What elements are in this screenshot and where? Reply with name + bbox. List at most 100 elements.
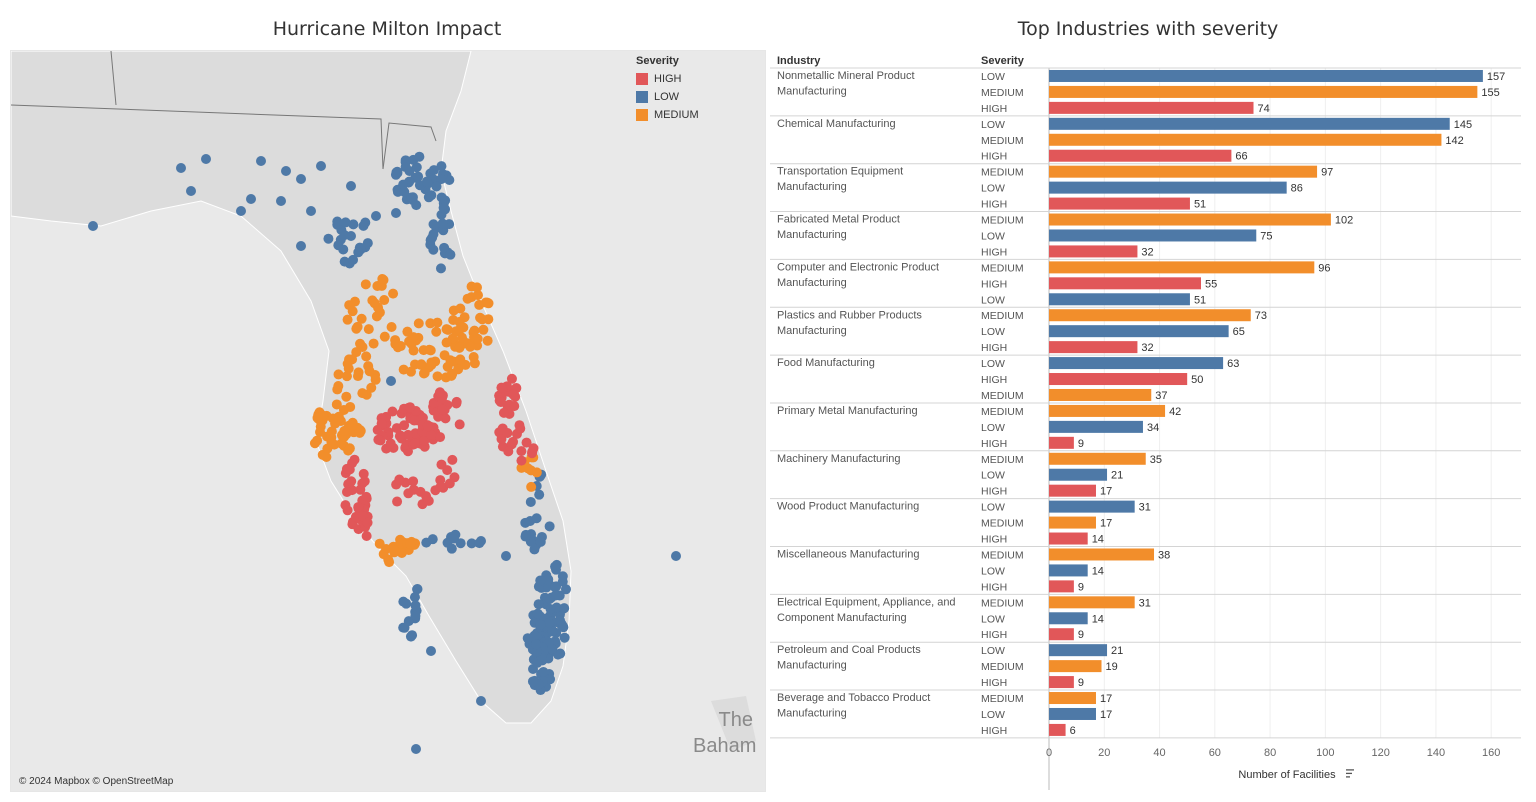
map-point-high [385,438,396,449]
map-point-high [437,404,448,415]
industry-label: Manufacturing [777,181,847,193]
map-point-high [341,463,352,474]
severity-label: MEDIUM [981,406,1024,418]
map-point-medium [374,538,385,549]
state-border [11,104,384,170]
map-point-medium [469,325,480,336]
bar-value-label: 34 [1147,422,1159,434]
bar-low [1049,644,1108,657]
map-point-high [361,491,372,502]
severity-label: LOW [981,565,1005,577]
map-point-low [545,604,556,615]
bar-low [1049,707,1096,720]
state-border [110,51,117,106]
map-panel[interactable]: The Baham Severity HIGH LOW MEDIUM © 202… [10,50,766,792]
map-point-medium [341,391,352,402]
map-point-medium [477,314,488,325]
bar-value-label: 19 [1106,661,1118,673]
bar-value-label: 75 [1260,230,1272,242]
map-point-high [495,397,506,408]
map-point-low [428,165,439,176]
severity-label: HIGH [981,677,1007,689]
map-point-high [447,454,458,465]
legend-label-low: LOW [654,91,680,103]
x-tick-label: 0 [1046,747,1052,759]
map-point-medium [482,335,493,346]
map-point-low [346,181,356,191]
map-point-low [444,175,455,186]
map-point-medium [462,293,473,304]
map-point-high [435,481,446,492]
bar-value-label: 157 [1487,71,1505,83]
map-point-low [557,571,568,582]
map-point-low [558,622,569,633]
map-point-low [176,163,186,173]
place-label-line-1: The [718,709,753,731]
severity-label: MEDIUM [981,454,1024,466]
industry-label: Machinery Manufacturing [777,453,901,465]
legend-item-high[interactable]: HIGH [636,70,699,88]
x-tick-label: 120 [1371,747,1389,759]
industry-label: Electrical Equipment, Appliance, and [777,596,956,608]
map-point-low [544,617,555,628]
map-point-low [391,208,401,218]
bar-value-label: 21 [1111,470,1123,482]
map-point-medium [347,420,358,431]
map-point-medium [447,368,458,379]
bar-low [1049,181,1287,194]
map-attribution: © 2024 Mapbox © OpenStreetMap [19,776,174,787]
bar-high [1049,245,1138,258]
severity-label: HIGH [981,374,1007,386]
bar-high [1049,101,1254,114]
bar-value-label: 50 [1191,374,1203,386]
map-point-low [560,584,571,595]
map-point-medium [363,324,374,335]
map-point-medium [344,443,355,454]
map-point-low [362,238,373,249]
bar-value-label: 31 [1139,502,1151,514]
map-point-low [353,247,364,258]
map-point-low [532,608,543,619]
map-point-medium [431,326,442,337]
map-point-low [501,551,511,561]
severity-label: LOW [981,422,1005,434]
map-point-high [444,478,455,489]
map-point-medium [341,371,352,382]
map-point-low [476,696,486,706]
map-point-low [541,582,552,593]
map-point-low [533,599,544,610]
legend-item-medium[interactable]: MEDIUM [636,106,699,124]
map-point-low [400,162,411,173]
bar-medium [1049,309,1251,322]
sort-icon [1346,769,1354,778]
bar-low [1049,564,1088,577]
bar-value-label: 155 [1481,87,1499,99]
map-point-low [534,489,545,500]
bar-value-label: 14 [1092,613,1104,625]
map-point-low [340,217,351,228]
bar-value-label: 9 [1078,438,1084,450]
map-point-low [544,521,555,532]
bar-value-label: 74 [1258,103,1270,115]
severity-label: LOW [981,183,1005,195]
industry-label: Beverage and Tobacco Product [777,692,930,704]
bar-value-label: 42 [1169,406,1181,418]
state-border [382,122,437,170]
map-point-low [88,221,98,231]
industry-label: Transportation Equipment [777,166,903,178]
severity-label: MEDIUM [981,661,1024,673]
map-point-medium [379,331,390,342]
map-point-medium [439,350,450,361]
bar-low [1049,293,1190,306]
legend-item-low[interactable]: LOW [636,88,699,106]
map-point-low [411,200,422,211]
severity-label: LOW [981,502,1005,514]
industry-label: Fabricated Metal Product [777,214,900,226]
florida-map[interactable] [11,51,765,791]
industry-label: Primary Metal Manufacturing [777,405,918,417]
map-point-low [296,174,306,184]
map-point-low [439,242,450,253]
map-point-high [350,511,361,522]
severity-label: MEDIUM [981,310,1024,322]
map-point-high [422,421,433,432]
